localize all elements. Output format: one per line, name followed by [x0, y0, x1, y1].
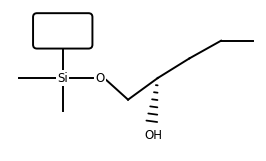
Text: Si: Si [57, 71, 68, 85]
Text: OH: OH [145, 128, 163, 142]
Text: O: O [96, 71, 105, 85]
FancyBboxPatch shape [33, 13, 92, 49]
